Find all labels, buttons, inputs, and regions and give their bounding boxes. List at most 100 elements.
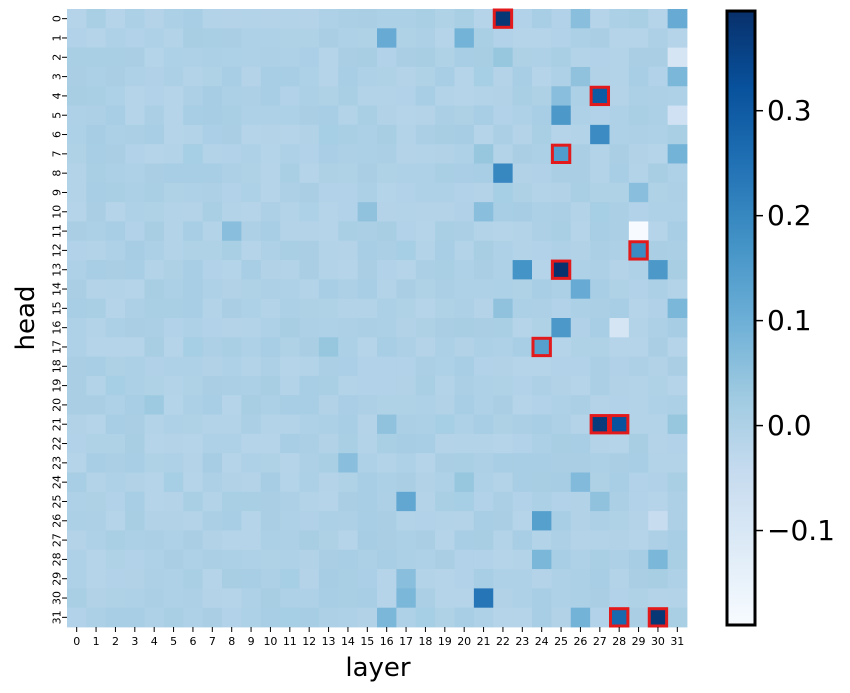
heatmap-cell [144,491,165,512]
x-tick-label: 23 [515,635,529,648]
heatmap-cell [667,472,688,493]
heatmap-cell [628,202,649,222]
heatmap-cell [241,298,262,319]
heatmap-cell [473,221,494,242]
heatmap-cell [648,491,669,512]
heatmap-cell [163,28,184,49]
heatmap-cell [183,182,204,203]
y-tick-label: 15 [51,301,64,315]
heatmap-cell [377,105,397,126]
heatmap-cell [222,105,242,126]
heatmap-cell [163,260,184,280]
heatmap-cell [318,395,339,415]
heatmap-cell [183,453,204,473]
heatmap-cell [260,395,281,415]
heatmap-cell [628,260,649,280]
x-tick-label: 31 [670,635,684,648]
heatmap-cell [280,414,300,435]
highlight-box [647,607,669,628]
heatmap-cell [183,433,204,454]
heatmap-cell [512,511,533,531]
y-tick-label: 18 [51,359,64,373]
heatmap-cell [280,240,300,261]
heatmap-cell [493,472,514,493]
heatmap-cell [183,375,204,396]
heatmap-cell [357,472,378,493]
heatmap-cell [454,9,475,29]
heatmap-cell [299,472,320,493]
heatmap-cell [667,375,688,396]
heatmap-cell [493,491,514,512]
heatmap-cell [222,279,242,300]
heatmap-cell [667,9,688,29]
heatmap-cell [202,588,223,609]
heatmap-cell [105,530,126,551]
heatmap-cell [125,163,145,184]
heatmap-cell [202,279,223,300]
colorbar-tick-label: 0.3 [767,94,812,127]
heatmap-cell [86,202,107,222]
heatmap-cell [125,279,145,300]
heatmap-cell [241,260,262,280]
heatmap-cell [551,453,572,473]
heatmap-cell [222,144,242,164]
heatmap-cell [144,395,165,415]
heatmap-cell [357,607,378,628]
heatmap-cell [260,182,281,203]
heatmap-cell [67,395,87,415]
heatmap-cell [628,124,649,145]
heatmap-cell [144,124,165,145]
heatmap-cell [299,588,320,609]
x-tick-label: 6 [189,635,196,648]
heatmap-cell [532,414,552,435]
heatmap-cell [241,66,262,87]
heatmap-cell [396,260,417,280]
heatmap-cell [454,414,475,435]
heatmap-cell [299,163,320,184]
heatmap-cell [163,124,184,145]
heatmap-cell [667,144,688,164]
heatmap-cell [454,144,475,164]
heatmap-cell [299,530,320,551]
heatmap-cell [338,414,359,435]
x-axis-ticks: 0 1 2 3 4 5 6 7 8 9 10 11 12 13 14 15 16 17 18 19 20 21 22 23 24… [73,627,684,648]
heatmap-cell [280,221,300,242]
y-tick-label: 3 [51,73,64,80]
heatmap-cell [125,414,145,435]
heatmap-cell [183,549,204,570]
heatmap-cell [396,318,417,338]
heatmap-cell [357,375,378,396]
heatmap-cell [163,375,184,396]
heatmap-cell [280,337,300,358]
heatmap-cell [648,240,669,261]
heatmap-cell [551,491,572,512]
heatmap-cell [67,472,87,493]
heatmap-cell [435,433,455,454]
heatmap-cell [609,298,630,319]
heatmap-cell [183,47,204,68]
heatmap-cell [609,279,630,300]
heatmap-cell [396,240,417,261]
heatmap-cell [570,569,591,589]
heatmap-cell [144,47,165,68]
x-tick-label: 2 [112,635,119,648]
heatmap-cell [590,279,610,300]
heatmap-cell [202,607,223,628]
heatmap-cell [86,491,107,512]
heatmap-cell [493,588,514,609]
heatmap-cell [299,337,320,358]
x-tick-label: 1 [93,635,100,648]
heatmap-cell [144,182,165,203]
heatmap-cell [86,86,107,106]
heatmap-cell [396,337,417,358]
heatmap-cell [415,202,436,222]
heatmap-cell [609,318,630,338]
heatmap-cell [396,511,417,531]
heatmap-cell [357,414,378,435]
heatmap-cell [163,491,184,512]
heatmap-cell [473,86,494,106]
heatmap-cell [667,182,688,203]
heatmap-cell [260,279,281,300]
heatmap-cell [570,453,591,473]
